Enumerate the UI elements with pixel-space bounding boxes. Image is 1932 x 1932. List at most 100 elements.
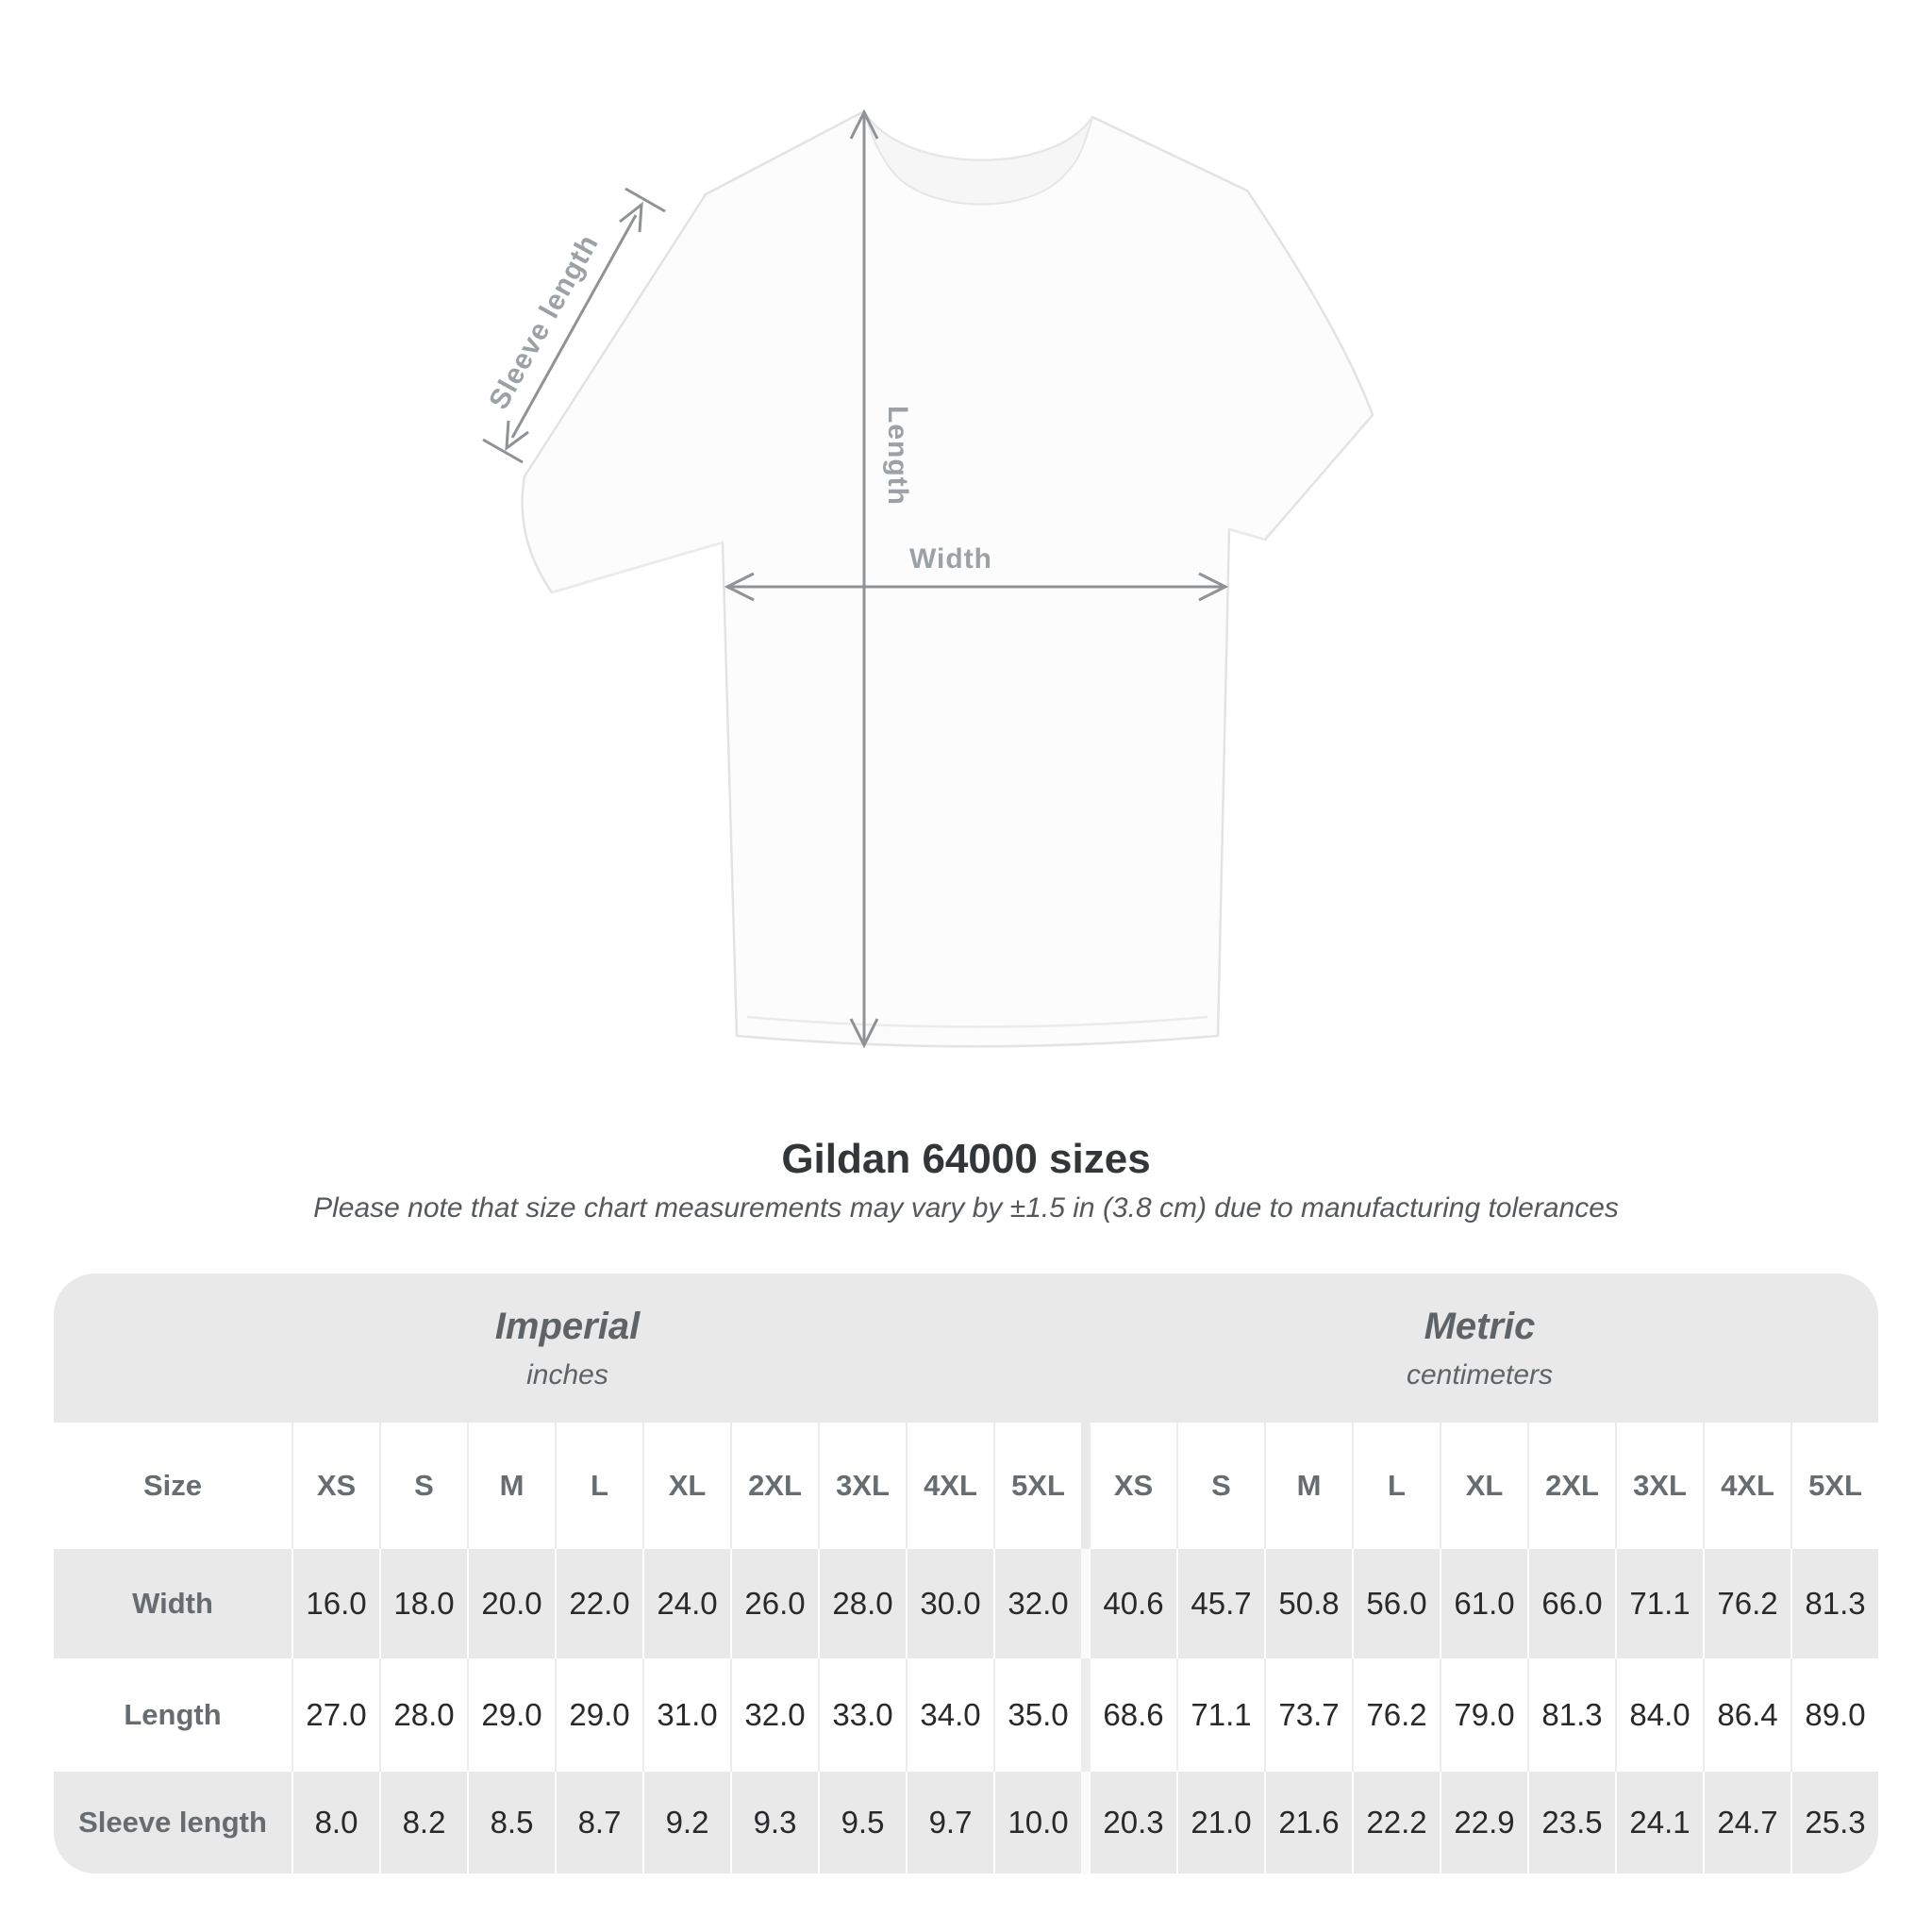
data-row: Width 16.0 18.0 20.0 22.0 24.0 26.0 28.0 30.0 32.… (54, 1549, 1878, 1658)
tolerance-note: Please note that size chart measurements… (313, 1192, 1619, 1224)
tshirt-measurement-diagram: Sleeve length Length Width (482, 108, 1374, 1049)
size-header-row: Size XS S M L XL 2XL 3XL 4XL 5XL XS S M L XL 2XL 3XL 4XL 5… (54, 1423, 1878, 1549)
size-col-header: 3XL (1615, 1423, 1703, 1549)
hem-stitch (746, 1015, 1208, 1028)
unit-divider (1081, 1772, 1089, 1874)
data-row: Length 27.0 28.0 29.0 29.0 31.0 32.0 33.0 34.0 35… (54, 1658, 1878, 1772)
value-cell: 20.3 (1089, 1772, 1176, 1874)
size-col-header: M (467, 1423, 555, 1549)
value-cell: 8.7 (555, 1772, 642, 1874)
unit-divider (1081, 1423, 1089, 1549)
value-cell: 18.0 (379, 1549, 467, 1658)
data-row: Sleeve length 8.0 8.2 8.5 8.7 9.2 9.3 9.5 9.7 10.… (54, 1772, 1878, 1874)
value-cell: 9.2 (642, 1772, 730, 1874)
size-col-header: L (1352, 1423, 1440, 1549)
value-cell: 24.0 (642, 1549, 730, 1658)
size-col-header: 3XL (818, 1423, 906, 1549)
value-cell: 24.1 (1615, 1772, 1703, 1874)
value-cell: 40.6 (1089, 1549, 1176, 1658)
length-arrow (849, 108, 879, 1049)
size-col-header: 5XL (993, 1423, 1081, 1549)
value-cell: 31.0 (642, 1658, 730, 1772)
unit-divider (1081, 1549, 1089, 1658)
value-cell: 28.0 (379, 1658, 467, 1772)
value-cell: 8.0 (291, 1772, 379, 1874)
value-cell: 56.0 (1352, 1549, 1440, 1658)
value-cell: 50.8 (1264, 1549, 1352, 1658)
imperial-unit-group: Imperial inches (54, 1274, 1081, 1423)
value-cell: 76.2 (1352, 1658, 1440, 1772)
length-label: Length (882, 406, 913, 506)
value-cell: 79.0 (1440, 1658, 1527, 1772)
size-col-header: 2XL (1527, 1423, 1615, 1549)
value-cell: 81.3 (1790, 1549, 1878, 1658)
right-sleeve-hem (1228, 527, 1266, 541)
value-cell: 89.0 (1790, 1658, 1878, 1772)
value-cell: 45.7 (1176, 1549, 1264, 1658)
size-col-header: 4XL (1703, 1423, 1790, 1549)
value-cell: 30.0 (906, 1549, 993, 1658)
value-cell: 71.1 (1176, 1658, 1264, 1772)
value-cell: 21.6 (1264, 1772, 1352, 1874)
value-cell: 8.2 (379, 1772, 467, 1874)
size-col-header: 4XL (906, 1423, 993, 1549)
size-col-header: XL (1440, 1423, 1527, 1549)
row-label: Width (132, 1587, 213, 1620)
size-col-header: 5XL (1790, 1423, 1878, 1549)
value-cell: 23.5 (1527, 1772, 1615, 1874)
page-title: Gildan 64000 sizes (781, 1136, 1151, 1182)
size-col-header: XL (642, 1423, 730, 1549)
size-table: Imperial inches Metric centimeters Size X… (54, 1274, 1878, 1874)
value-cell: 71.1 (1615, 1549, 1703, 1658)
value-cell: 9.7 (906, 1772, 993, 1874)
value-cell: 33.0 (818, 1658, 906, 1772)
metric-unit-group: Metric centimeters (1081, 1274, 1878, 1423)
row-label: Length (124, 1698, 222, 1731)
value-cell: 22.9 (1440, 1772, 1527, 1874)
collar (863, 110, 1093, 206)
value-cell: 29.0 (467, 1658, 555, 1772)
row-label: Sleeve length (78, 1806, 267, 1839)
unit-header-band: Imperial inches Metric centimeters (54, 1274, 1878, 1423)
value-cell: 86.4 (1703, 1658, 1790, 1772)
value-cell: 81.3 (1527, 1658, 1615, 1772)
metric-header: Metric (1424, 1305, 1536, 1347)
value-cell: 35.0 (993, 1658, 1081, 1772)
value-cell: 66.0 (1527, 1549, 1615, 1658)
value-cell: 25.3 (1790, 1772, 1878, 1874)
width-label: Width (909, 543, 992, 575)
imperial-header: Imperial (494, 1305, 641, 1347)
value-cell: 24.7 (1703, 1772, 1790, 1874)
value-cell: 73.7 (1264, 1658, 1352, 1772)
value-cell: 9.5 (818, 1772, 906, 1874)
value-cell: 29.0 (555, 1658, 642, 1772)
left-sleeve-hem (551, 541, 724, 594)
tshirt-image (521, 109, 1374, 1048)
size-col-header: S (1176, 1423, 1264, 1549)
size-col-header: S (379, 1423, 467, 1549)
unit-divider (1081, 1658, 1089, 1772)
size-col-header: M (1264, 1423, 1352, 1549)
value-cell: 32.0 (730, 1658, 818, 1772)
value-cell: 21.0 (1176, 1772, 1264, 1874)
value-cell: 27.0 (291, 1658, 379, 1772)
value-cell: 22.0 (555, 1549, 642, 1658)
value-cell: 34.0 (906, 1658, 993, 1772)
size-col-header: XS (1089, 1423, 1176, 1549)
value-cell: 32.0 (993, 1549, 1081, 1658)
value-cell: 28.0 (818, 1549, 906, 1658)
value-cell: 8.5 (467, 1772, 555, 1874)
metric-unit-label: centimeters (1406, 1358, 1554, 1391)
value-cell: 16.0 (291, 1549, 379, 1658)
value-cell: 26.0 (730, 1549, 818, 1658)
table-rows: Size XS S M L XL 2XL 3XL 4XL 5XL XS S M L XL 2XL 3XL 4XL 5… (54, 1423, 1878, 1874)
value-cell: 76.2 (1703, 1549, 1790, 1658)
value-cell: 84.0 (1615, 1658, 1703, 1772)
value-cell: 20.0 (467, 1549, 555, 1658)
value-cell: 68.6 (1089, 1658, 1176, 1772)
size-col-header: XS (291, 1423, 379, 1549)
sleeve-length-arrow (482, 187, 666, 464)
value-cell: 61.0 (1440, 1549, 1527, 1658)
width-arrow (724, 572, 1229, 602)
